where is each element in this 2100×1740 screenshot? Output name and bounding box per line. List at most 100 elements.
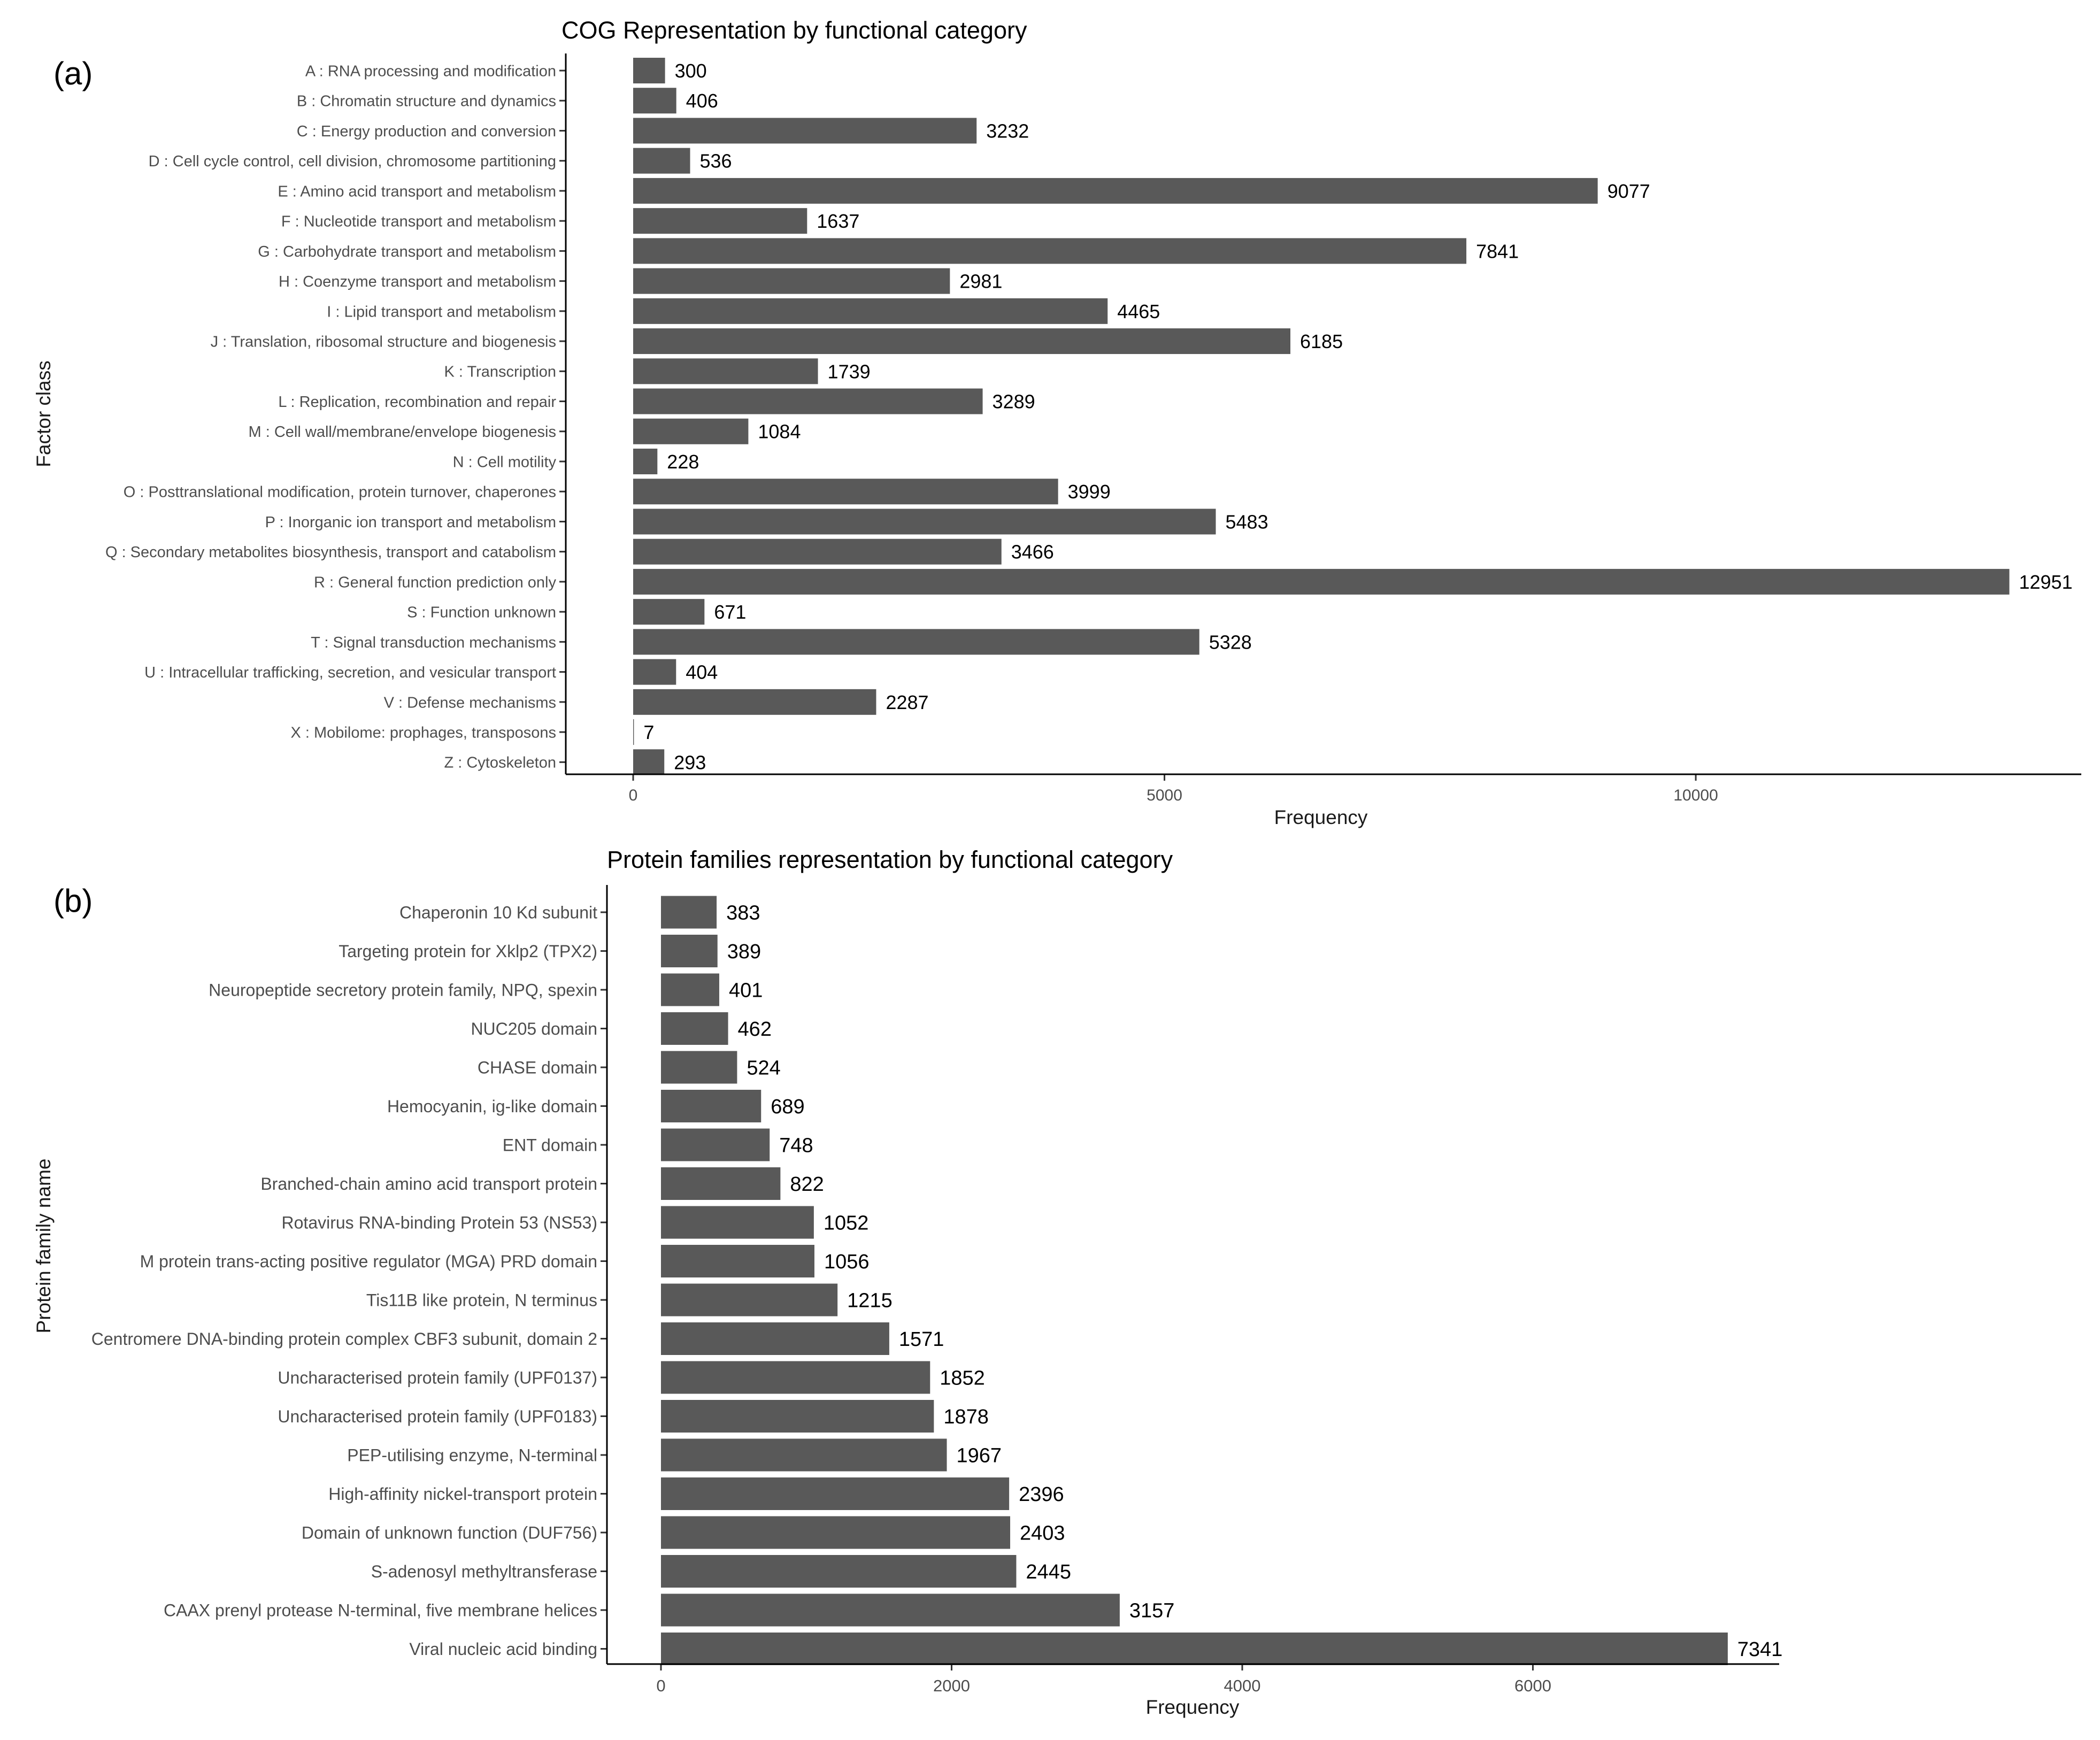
panel-a-category-label: G : Carbohydrate transport and metabolis… <box>258 243 556 260</box>
panel-a-bar <box>633 629 1199 655</box>
panel-a-category-label: J : Translation, ribosomal structure and… <box>211 334 556 351</box>
panel-a-value-label: 3466 <box>1011 541 1054 563</box>
panel-b-bar <box>661 1477 1010 1510</box>
panel-a-value-label: 3289 <box>993 390 1035 412</box>
panel-a-value-label: 12951 <box>2019 571 2072 593</box>
panel-a-bar <box>633 328 1291 355</box>
panel-b-value-label: 2396 <box>1019 1483 1064 1506</box>
panel-a-x-axis-title: Frequency <box>1274 806 1368 828</box>
panel-a-value-label: 3999 <box>1068 481 1111 503</box>
panel-b-label: (b) <box>53 883 93 919</box>
panel-a-category-label: N : Cell motility <box>453 453 557 471</box>
panel-b-bar <box>661 935 718 967</box>
panel-b-x-tick-label: 0 <box>656 1676 665 1695</box>
panel-b-value-label: 1215 <box>847 1290 893 1312</box>
panel-b-bar <box>661 1555 1017 1588</box>
panel-b-bar <box>661 1516 1011 1549</box>
panel-a-category-label: M : Cell wall/membrane/envelope biogenes… <box>249 424 556 441</box>
panel-b-category-label: NUC205 domain <box>471 1019 597 1038</box>
panel-b-category-label: High-affinity nickel-transport protein <box>328 1484 597 1504</box>
panel-a-category-label: D : Cell cycle control, cell division, c… <box>149 153 556 170</box>
panel-a-value-label: 2287 <box>886 691 928 713</box>
panel-b-value-label: 1852 <box>940 1367 985 1390</box>
panel-b-bar <box>661 1167 781 1200</box>
panel-a-category-label: F : Nucleotide transport and metabolism <box>281 213 556 230</box>
panel-a-bar <box>633 689 876 715</box>
panel-a-category-label: O : Posttranslational modification, prot… <box>124 484 556 501</box>
panel-a-bar <box>633 719 634 745</box>
panel-a-category-label: Q : Secondary metabolites biosynthesis, … <box>105 544 556 561</box>
panel-b-bar <box>661 1593 1120 1627</box>
panel-b-category-label: Uncharacterised protein family (UPF0183) <box>278 1407 597 1426</box>
panel-a-bar <box>633 599 705 625</box>
panel-b-value-label: 1878 <box>943 1406 989 1428</box>
panel-a-value-label: 5483 <box>1226 511 1268 533</box>
panel-b-x-axis-title: Frequency <box>1146 1696 1240 1718</box>
panel-b-title: Protein families representation by funct… <box>607 846 1173 873</box>
panel-a-category-label: V : Defense mechanisms <box>384 694 556 711</box>
panel-a-value-label: 1637 <box>817 210 859 232</box>
panel-a-value-label: 228 <box>667 451 699 473</box>
panel-a-title: COG Representation by functional categor… <box>561 17 1027 44</box>
panel-b-value-label: 383 <box>726 902 760 925</box>
panel-a-bar <box>633 388 983 414</box>
panel-b-value-label: 401 <box>729 980 763 1002</box>
panel-b-bar <box>661 1245 814 1277</box>
panel-a-bar <box>633 448 658 474</box>
panel-b-value-label: 7341 <box>1737 1638 1783 1661</box>
panel-b-value-label: 1052 <box>824 1212 869 1235</box>
panel-b-category-label: Domain of unknown function (DUF756) <box>302 1523 597 1543</box>
panel-b-bar <box>661 1438 947 1472</box>
panel-b-bar <box>661 1361 930 1394</box>
panel-a-category-label: X : Mobilome: prophages, transposons <box>291 725 557 742</box>
panel-a-value-label: 404 <box>686 661 718 683</box>
panel-a-bar <box>633 509 1216 535</box>
panel-b-value-label: 1967 <box>957 1445 1002 1467</box>
panel-a-value-label: 3232 <box>986 120 1029 142</box>
panel-a-x-tick-label: 10000 <box>1673 787 1718 804</box>
panel-b-value-label: 689 <box>771 1096 804 1118</box>
panel-a-bar <box>633 298 1108 324</box>
panel-a-bar <box>633 538 1002 565</box>
panel-b-bar <box>661 1400 934 1433</box>
panel-b-category-label: Hemocyanin, ig-like domain <box>387 1097 597 1116</box>
panel-b-x-tick-label: 2000 <box>933 1676 970 1695</box>
panel-b-value-label: 3157 <box>1129 1600 1175 1622</box>
panel-b-category-label: Rotavirus RNA-binding Protein 53 (NS53) <box>282 1213 597 1233</box>
panel-a-category-label: C : Energy production and conversion <box>297 123 556 140</box>
panel-a-bar <box>633 479 1058 505</box>
panel-a-value-label: 4465 <box>1117 301 1160 322</box>
panel-a-bar <box>633 148 690 174</box>
panel-b-value-label: 462 <box>738 1018 772 1041</box>
panel-b-category-label: PEP-utilising enzyme, N-terminal <box>347 1446 597 1465</box>
chart-panel-b: (b) Protein families representation by f… <box>33 846 1782 1718</box>
panel-b-category-label: Branched-chain amino acid transport prot… <box>260 1174 597 1194</box>
panel-a-category-label: L : Replication, recombination and repai… <box>278 394 556 411</box>
panel-b-value-label: 524 <box>747 1057 780 1080</box>
panel-b-x-tick-label: 6000 <box>1514 1676 1551 1695</box>
panel-b-category-label: S-adenosyl methyltransferase <box>371 1562 597 1581</box>
panel-a-value-label: 406 <box>686 90 718 112</box>
panel-b-value-label: 1571 <box>899 1328 944 1351</box>
panel-a-value-label: 9077 <box>1607 180 1650 202</box>
panel-b-category-label: Tis11B like protein, N terminus <box>366 1291 597 1310</box>
panel-a-bar <box>633 208 807 234</box>
panel-b-bar <box>661 1322 889 1355</box>
panel-a-bar <box>633 358 818 384</box>
panel-a-category-label: K : Transcription <box>444 364 556 381</box>
panel-a-bar <box>633 58 665 83</box>
panel-a-bar <box>633 118 977 144</box>
panel-b-value-label: 748 <box>779 1135 813 1157</box>
panel-b-bar <box>661 1012 728 1045</box>
panel-b-bar <box>661 973 719 1006</box>
panel-b-x-tick-label: 4000 <box>1224 1676 1261 1695</box>
panel-a-y-axis-title: Factor class <box>33 360 55 467</box>
panel-a-value-label: 671 <box>714 601 746 623</box>
panel-b-category-label: Centromere DNA-binding protein complex C… <box>91 1329 597 1349</box>
panel-b-bar <box>661 896 717 929</box>
panel-a-x-tick-label: 5000 <box>1147 787 1182 804</box>
panel-a-value-label: 536 <box>700 150 732 172</box>
panel-a-value-label: 293 <box>674 751 706 773</box>
panel-b-bar <box>661 1090 761 1122</box>
